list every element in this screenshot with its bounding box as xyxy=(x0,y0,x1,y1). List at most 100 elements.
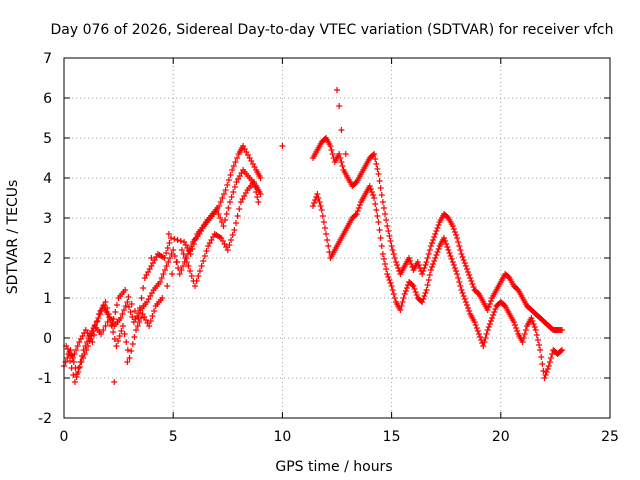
data-point xyxy=(537,347,544,353)
data-point xyxy=(71,351,78,357)
data-point xyxy=(538,354,545,360)
data-point xyxy=(530,321,537,327)
data-point xyxy=(459,290,466,296)
data-point xyxy=(558,347,565,353)
data-point xyxy=(451,265,458,271)
data-point xyxy=(129,341,136,347)
data-point xyxy=(251,179,258,185)
data-point xyxy=(366,183,373,189)
data-point xyxy=(185,263,192,269)
data-point xyxy=(475,331,482,337)
data-point xyxy=(462,299,469,305)
data-point xyxy=(449,223,456,229)
data-point xyxy=(170,247,177,253)
data-point xyxy=(311,200,318,206)
data-point xyxy=(328,147,335,153)
data-point xyxy=(544,366,551,372)
data-point xyxy=(81,351,88,357)
data-point xyxy=(443,241,450,247)
data-point xyxy=(470,284,477,290)
chart-title: Day 076 of 2026, Sidereal Day-to-day VTE… xyxy=(50,22,613,38)
data-point xyxy=(73,347,80,353)
data-point xyxy=(121,307,128,313)
data-point xyxy=(429,264,436,270)
data-point xyxy=(394,262,401,268)
data-point xyxy=(391,255,398,261)
data-point xyxy=(370,152,377,158)
data-point xyxy=(180,263,187,269)
data-point xyxy=(450,226,457,232)
data-point xyxy=(545,363,552,369)
data-point xyxy=(430,261,437,267)
data-point xyxy=(456,243,463,249)
data-point xyxy=(376,178,383,184)
data-point xyxy=(486,321,493,327)
data-point xyxy=(384,223,391,229)
data-point xyxy=(163,263,170,269)
data-point xyxy=(370,192,377,198)
data-point xyxy=(456,279,463,285)
data-point xyxy=(123,339,130,345)
y-tick-label: 3 xyxy=(43,211,52,227)
data-point xyxy=(484,307,491,313)
data-point xyxy=(140,285,147,291)
data-point xyxy=(478,337,485,343)
data-point xyxy=(388,243,395,249)
data-point xyxy=(137,315,144,321)
data-point xyxy=(217,199,224,205)
data-point xyxy=(182,255,189,261)
data-point xyxy=(409,282,416,288)
data-point xyxy=(257,175,264,181)
data-point xyxy=(138,295,145,301)
data-point xyxy=(231,227,238,233)
data-point xyxy=(342,151,349,157)
data-point xyxy=(180,251,187,257)
data-point xyxy=(128,301,135,307)
y-tick-label: 0 xyxy=(43,331,52,347)
data-point xyxy=(415,262,422,268)
data-point xyxy=(89,339,96,345)
data-point xyxy=(124,347,131,353)
data-point xyxy=(217,215,224,221)
data-point xyxy=(454,271,461,277)
data-point xyxy=(458,251,465,257)
data-point xyxy=(413,292,420,298)
data-point xyxy=(442,238,449,244)
data-point xyxy=(133,327,140,333)
data-point xyxy=(159,295,166,301)
data-point xyxy=(216,203,223,209)
data-point xyxy=(339,163,346,169)
data-point xyxy=(89,328,96,334)
data-point xyxy=(371,195,378,201)
data-point xyxy=(124,299,131,305)
data-point xyxy=(116,333,123,339)
y-tick-label: -2 xyxy=(38,411,52,427)
data-point xyxy=(222,187,229,193)
data-point xyxy=(419,299,426,305)
data-point xyxy=(379,251,386,257)
data-point xyxy=(463,302,470,308)
data-point xyxy=(368,189,375,195)
data-point xyxy=(158,275,165,281)
data-point xyxy=(397,307,404,313)
data-point xyxy=(465,269,472,275)
data-point xyxy=(447,253,454,259)
data-point xyxy=(386,233,393,239)
data-point xyxy=(374,213,381,219)
data-point xyxy=(385,228,392,234)
data-point xyxy=(229,167,236,173)
data-point xyxy=(219,195,226,201)
data-point xyxy=(513,325,520,331)
data-point xyxy=(378,192,385,198)
x-tick-label: 10 xyxy=(273,429,291,445)
data-point xyxy=(510,319,517,325)
data-point xyxy=(539,361,546,367)
data-point xyxy=(529,318,536,324)
data-point xyxy=(540,368,547,374)
data-point xyxy=(175,265,182,271)
data-point xyxy=(108,322,115,328)
y-tick-label: 2 xyxy=(43,251,52,267)
data-point xyxy=(232,159,239,165)
data-point xyxy=(177,238,184,244)
x-axis-label: GPS time / hours xyxy=(275,459,392,475)
